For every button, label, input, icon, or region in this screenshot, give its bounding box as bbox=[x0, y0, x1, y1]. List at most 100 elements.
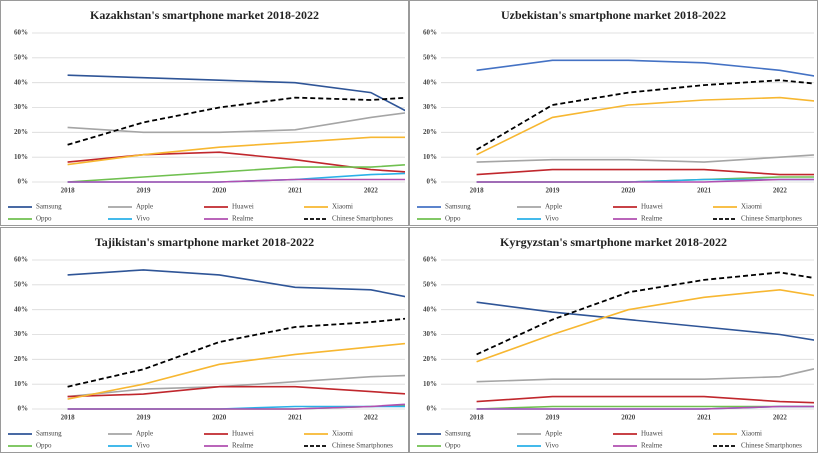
legend-item: Samsung bbox=[417, 430, 471, 438]
y-tick-label: 0% bbox=[18, 178, 29, 186]
series-line bbox=[476, 168, 814, 176]
x-tick-label: 2021 bbox=[697, 187, 712, 195]
legend-item: Huawei bbox=[204, 430, 254, 438]
y-tick-label: 50% bbox=[423, 280, 437, 288]
legend-item: Apple bbox=[108, 430, 153, 438]
series-line bbox=[476, 79, 814, 151]
chart-panel: Uzbekistan's smartphone market 2018-2022… bbox=[409, 0, 818, 226]
series-line bbox=[67, 164, 405, 183]
x-tick-label: 2018 bbox=[470, 414, 485, 422]
y-tick-label: 0% bbox=[427, 178, 438, 186]
y-tick-label: 50% bbox=[423, 53, 437, 61]
legend-label: Oppo bbox=[445, 215, 461, 223]
legend-item: Oppo bbox=[8, 215, 52, 223]
legend-label: Samsung bbox=[36, 430, 62, 438]
legend-label: Huawei bbox=[641, 203, 663, 211]
chart-title: Tajikistan's smartphone market 2018-2022 bbox=[95, 235, 314, 249]
y-tick-label: 20% bbox=[14, 355, 28, 363]
x-tick-label: 2021 bbox=[288, 187, 303, 195]
x-tick-label: 2019 bbox=[136, 414, 151, 422]
chart-panel: Kyrgyzstan's smartphone market 2018-2022… bbox=[409, 227, 818, 453]
legend-item: Xiaomi bbox=[713, 430, 762, 438]
series-line bbox=[476, 288, 814, 363]
legend-label: Apple bbox=[136, 430, 153, 438]
y-tick-label: 10% bbox=[14, 380, 28, 388]
y-tick-label: 20% bbox=[423, 355, 437, 363]
legend-label: Vivo bbox=[136, 442, 150, 450]
x-tick-label: 2022 bbox=[773, 187, 788, 195]
series-line bbox=[67, 385, 405, 398]
y-tick-label: 10% bbox=[14, 153, 28, 161]
legend-item: Chinese Smartphones bbox=[713, 215, 802, 223]
series-line bbox=[67, 374, 405, 398]
panel-border bbox=[409, 0, 818, 226]
legend-label: Chinese Smartphones bbox=[332, 215, 393, 223]
legend-label: Chinese Smartphones bbox=[741, 442, 802, 450]
legend-item: Realme bbox=[204, 442, 253, 450]
x-tick-label: 2020 bbox=[621, 414, 636, 422]
series-line bbox=[476, 96, 814, 156]
panel-border bbox=[409, 227, 818, 453]
x-tick-label: 2021 bbox=[697, 414, 712, 422]
legend-item: Huawei bbox=[613, 203, 663, 211]
legend-item: Chinese Smartphones bbox=[304, 215, 393, 223]
legend-label: Xiaomi bbox=[741, 430, 762, 438]
legend-item: Huawei bbox=[613, 430, 663, 438]
legend-item: Apple bbox=[108, 203, 153, 211]
legend-label: Realme bbox=[232, 442, 253, 450]
panel-border bbox=[0, 0, 409, 226]
y-tick-label: 40% bbox=[14, 305, 28, 313]
legend-label: Oppo bbox=[36, 215, 52, 223]
legend-label: Chinese Smartphones bbox=[741, 215, 802, 223]
legend-label: Vivo bbox=[136, 215, 150, 223]
y-tick-label: 10% bbox=[423, 153, 437, 161]
y-tick-label: 10% bbox=[423, 380, 437, 388]
series-line bbox=[67, 96, 405, 146]
y-tick-label: 20% bbox=[423, 128, 437, 136]
legend-item: Xiaomi bbox=[304, 203, 353, 211]
legend-item: Oppo bbox=[8, 442, 52, 450]
y-tick-label: 40% bbox=[14, 78, 28, 86]
series-line bbox=[476, 59, 814, 77]
legend-item: Oppo bbox=[417, 215, 461, 223]
legend-item: Xiaomi bbox=[304, 430, 353, 438]
y-tick-label: 30% bbox=[423, 103, 437, 111]
legend-item: Oppo bbox=[417, 442, 461, 450]
legend-label: Xiaomi bbox=[332, 430, 353, 438]
x-tick-label: 2019 bbox=[545, 414, 560, 422]
legend-item: Samsung bbox=[8, 430, 62, 438]
series-line bbox=[476, 271, 814, 356]
chart-title: Kazakhstan's smartphone market 2018-2022 bbox=[90, 8, 319, 22]
legend-label: Samsung bbox=[445, 203, 471, 211]
legend-label: Xiaomi bbox=[332, 203, 353, 211]
y-tick-label: 60% bbox=[423, 256, 437, 264]
legend-label: Samsung bbox=[445, 430, 471, 438]
y-tick-label: 60% bbox=[14, 29, 28, 37]
y-tick-label: 30% bbox=[14, 103, 28, 111]
legend-label: Oppo bbox=[36, 442, 52, 450]
legend-item: Samsung bbox=[417, 203, 471, 211]
y-tick-label: 30% bbox=[14, 330, 28, 338]
y-tick-label: 40% bbox=[423, 305, 437, 313]
legend-item: Apple bbox=[517, 203, 562, 211]
legend-item: Huawei bbox=[204, 203, 254, 211]
chart-title: Kyrgyzstan's smartphone market 2018-2022 bbox=[500, 235, 727, 249]
y-tick-label: 50% bbox=[14, 53, 28, 61]
x-tick-label: 2018 bbox=[61, 414, 76, 422]
legend-label: Chinese Smartphones bbox=[332, 442, 393, 450]
legend-item: Realme bbox=[613, 215, 662, 223]
x-tick-label: 2018 bbox=[61, 187, 76, 195]
legend-item: Chinese Smartphones bbox=[713, 442, 802, 450]
x-tick-label: 2020 bbox=[212, 187, 227, 195]
chart-panel: Kazakhstan's smartphone market 2018-2022… bbox=[0, 0, 409, 226]
series-line bbox=[476, 301, 814, 341]
y-tick-label: 20% bbox=[14, 128, 28, 136]
legend-item: Realme bbox=[613, 442, 662, 450]
legend-label: Apple bbox=[545, 203, 562, 211]
y-tick-label: 40% bbox=[423, 78, 437, 86]
legend-label: Realme bbox=[641, 442, 662, 450]
legend-label: Samsung bbox=[36, 203, 62, 211]
series-line bbox=[67, 112, 405, 134]
chart-title: Uzbekistan's smartphone market 2018-2022 bbox=[501, 8, 726, 22]
